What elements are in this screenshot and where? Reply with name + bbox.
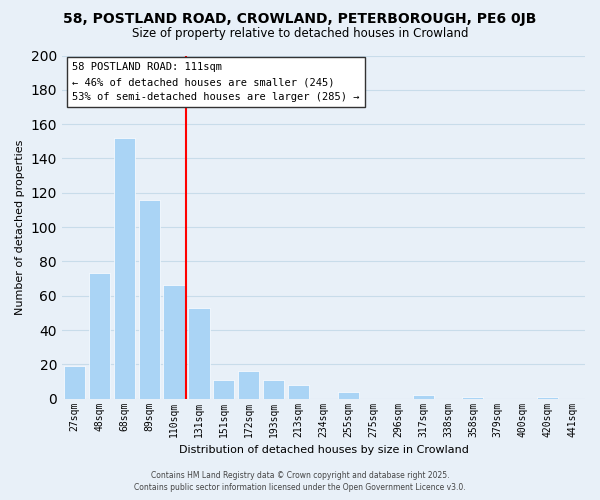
Y-axis label: Number of detached properties: Number of detached properties [15,140,25,315]
Bar [89,274,110,398]
Text: Contains HM Land Registry data © Crown copyright and database right 2025.
Contai: Contains HM Land Registry data © Crown c… [134,471,466,492]
Text: Size of property relative to detached houses in Crowland: Size of property relative to detached ho… [132,28,468,40]
Bar [188,308,209,398]
X-axis label: Distribution of detached houses by size in Crowland: Distribution of detached houses by size … [179,445,469,455]
Text: 58 POSTLAND ROAD: 111sqm
← 46% of detached houses are smaller (245)
53% of semi-: 58 POSTLAND ROAD: 111sqm ← 46% of detach… [73,62,360,102]
Bar [163,286,185,399]
Bar [238,371,259,398]
Bar [139,200,160,398]
Text: 58, POSTLAND ROAD, CROWLAND, PETERBOROUGH, PE6 0JB: 58, POSTLAND ROAD, CROWLAND, PETERBOROUG… [64,12,536,26]
Bar [213,380,235,398]
Bar [413,395,434,398]
Bar [537,397,558,398]
Bar [288,385,309,398]
Bar [338,392,359,398]
Bar [263,380,284,398]
Bar [113,138,135,398]
Bar [463,397,484,398]
Bar [64,366,85,398]
